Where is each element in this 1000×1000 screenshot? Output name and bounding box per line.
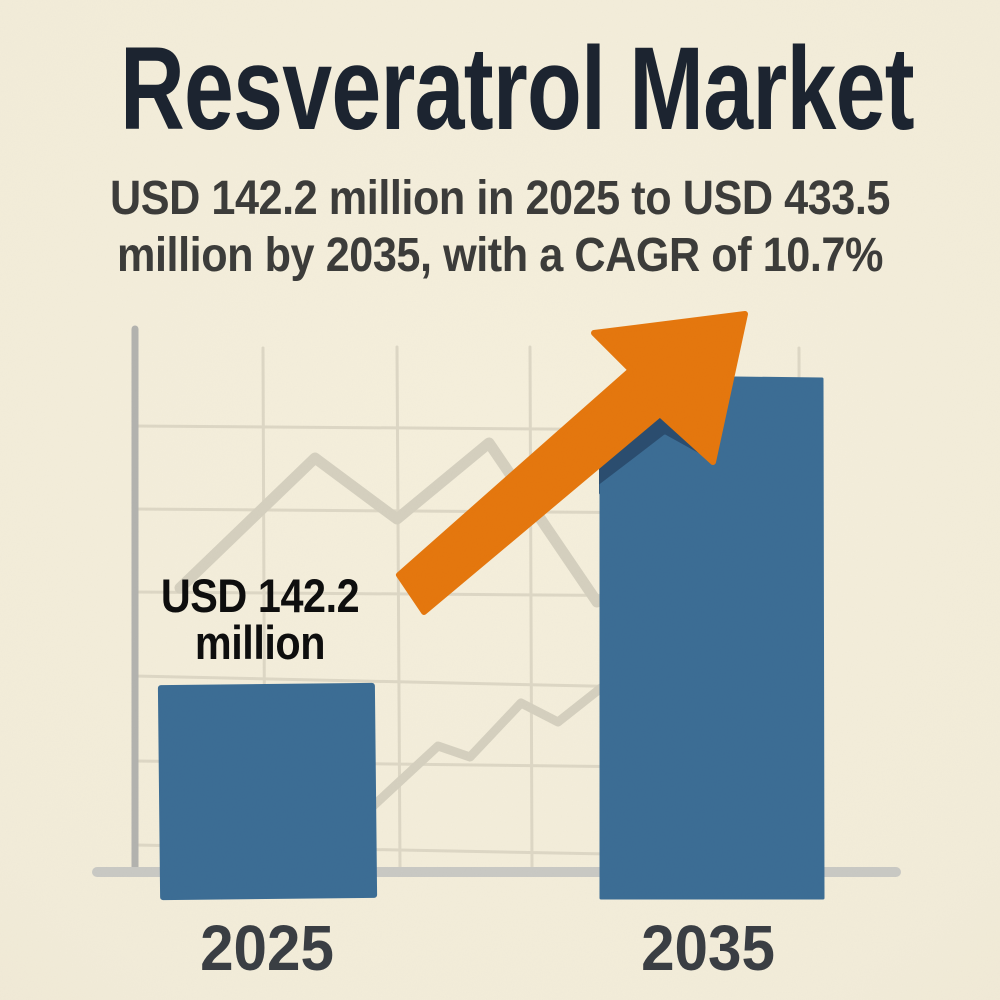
page-subtitle: USD 142.2 million in 2025 to USD 433.5 m… bbox=[50, 170, 950, 284]
grid-vertical-line bbox=[528, 345, 534, 870]
grid-vertical-line bbox=[395, 345, 402, 870]
bar-annotation-line-2: million bbox=[194, 616, 326, 669]
subtitle-line-2: million by 2035, with a CAGR of 10.7% bbox=[117, 229, 883, 282]
subtitle-line-1: USD 142.2 million in 2025 to USD 433.5 bbox=[109, 172, 891, 225]
bar-annotation-line-1: USD 142.2 bbox=[160, 569, 360, 622]
bar-2025 bbox=[157, 682, 378, 901]
page-title: Resveratrol Market bbox=[120, 23, 915, 155]
x-axis-label-2025: 2025 bbox=[200, 912, 334, 984]
x-axis-label-2035: 2035 bbox=[641, 912, 775, 984]
bar-2025-value-annotation: USD 142.2 million bbox=[128, 572, 392, 666]
lower-trend-zigzag-line bbox=[366, 683, 606, 813]
